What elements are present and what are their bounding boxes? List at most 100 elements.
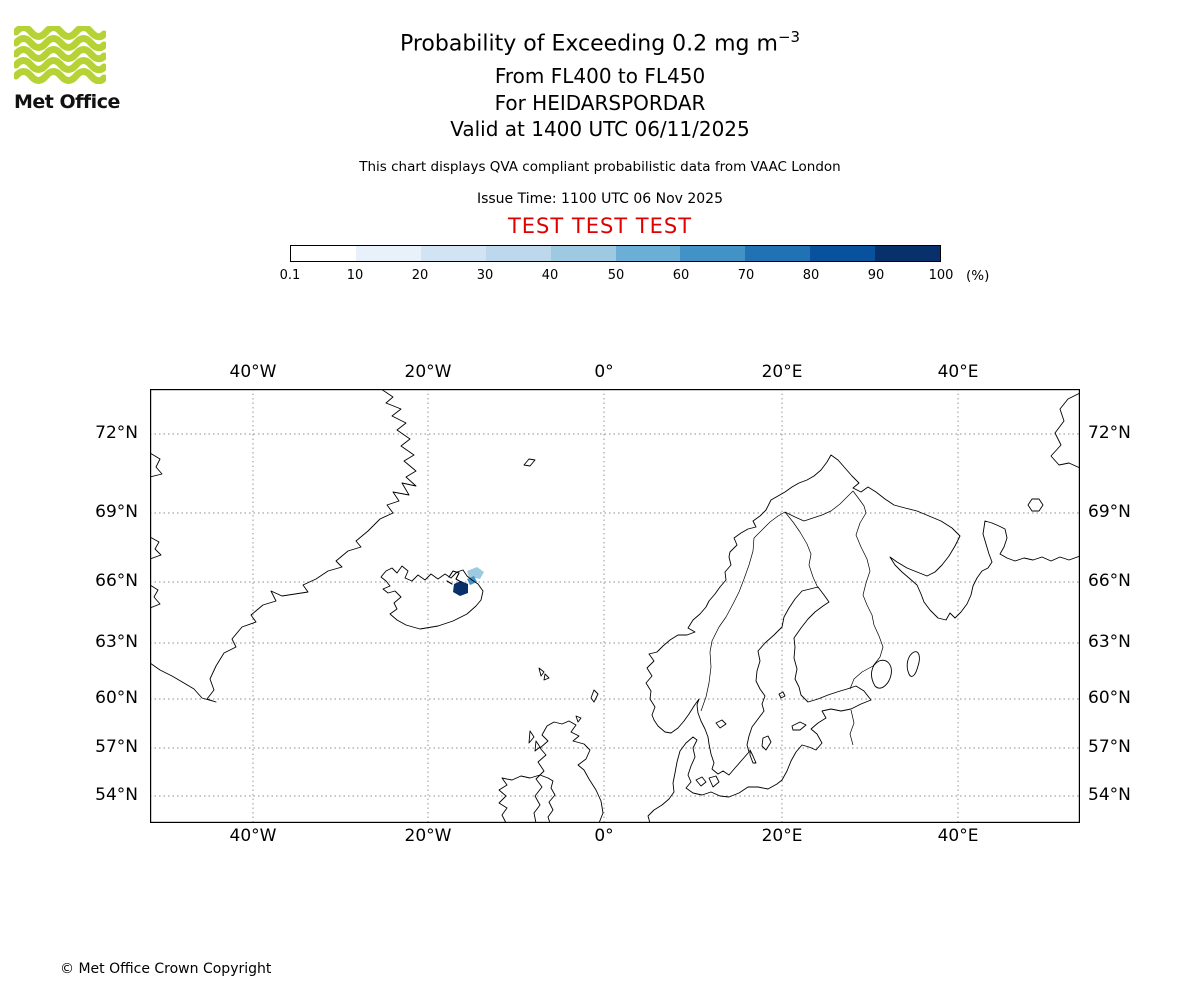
- coastline-hebrides: [534, 740, 541, 752]
- coastline-saaremaa: [791, 721, 807, 731]
- qva-note: This chart displays QVA compliant probab…: [359, 159, 841, 175]
- colorbar-tick: 40: [541, 268, 559, 283]
- x-axis-label-bottom: 40°W: [229, 826, 277, 846]
- colorbar-segment: [485, 246, 551, 261]
- y-axis-label-left: 60°N: [95, 688, 138, 708]
- border-finland-russia: [849, 512, 884, 690]
- y-axis-label-right: 60°N: [1088, 688, 1131, 708]
- logo-wordmark: Met Office: [14, 91, 120, 113]
- border-norway-finland: [784, 490, 854, 522]
- copyright-notice: © Met Office Crown Copyright: [60, 961, 272, 977]
- colorbar-tick: 50: [607, 268, 625, 283]
- lake-onega: [906, 651, 920, 677]
- colorbar-tick: 20: [411, 268, 429, 283]
- x-axis-label-top: 20°E: [761, 362, 803, 382]
- y-axis-label-left: 66°N: [95, 571, 138, 591]
- ash-contour-marks: [448, 570, 462, 583]
- test-banner: TEST TEST TEST: [507, 214, 693, 238]
- y-axis-label-left: 69°N: [95, 502, 138, 522]
- coastline-greenland: [150, 389, 417, 703]
- colorbar-scale: [290, 245, 941, 262]
- border-norway-russia: [852, 490, 867, 514]
- x-axis-label-bottom: 0°: [594, 826, 614, 846]
- y-axis-label-left: 72°N: [95, 423, 138, 443]
- colorbar-segment: [291, 246, 356, 261]
- coastline-shetland: [590, 689, 599, 703]
- y-axis-label-right: 72°N: [1088, 423, 1131, 443]
- coastline-iceland: [380, 565, 484, 630]
- coastline-funen: [695, 776, 707, 787]
- y-axis-label-right: 54°N: [1088, 785, 1131, 805]
- coastline-hebrides: [528, 730, 535, 744]
- issue-time: Issue Time: 1100 UTC 06 Nov 2025: [476, 191, 724, 207]
- colorbar-segment: [680, 246, 746, 261]
- subtitle-valid-time: Valid at 1400 UTC 06/11/2025: [450, 117, 750, 141]
- ash-patch-low-probability: [467, 567, 484, 579]
- y-axis-label-right: 63°N: [1088, 632, 1131, 652]
- colorbar-tick: 0.1: [279, 268, 301, 283]
- colorbar-tick: 80: [802, 268, 820, 283]
- subtitle-flight-levels: From FL400 to FL450: [494, 64, 706, 88]
- coastline-zealand: [708, 775, 720, 788]
- y-axis-label-right: 57°N: [1088, 737, 1131, 757]
- graticule-gridlines: [150, 389, 1080, 823]
- coastline-scandinavia: [645, 454, 1080, 823]
- page-title: Probability of Exceeding 0.2 mg m−3: [0, 28, 1200, 56]
- coastline-kolguyev: [1027, 498, 1044, 512]
- colorbar-segment: [810, 246, 876, 261]
- x-axis-label-top: 0°: [594, 362, 614, 382]
- colorbar-tick: 90: [867, 268, 885, 283]
- coastline-orkney: [575, 715, 582, 723]
- coastline-greenland-west-fragment: [150, 536, 162, 560]
- map-frame: [150, 389, 1080, 823]
- colorbar-tick: 70: [737, 268, 755, 283]
- colorbar-segment: [615, 246, 681, 261]
- y-axis-label-right: 69°N: [1088, 502, 1131, 522]
- colorbar-segment: [420, 246, 486, 261]
- map-canvas: [150, 389, 1080, 823]
- coastline-greenland-west-fragment: [150, 584, 161, 609]
- colorbar-tick: 60: [672, 268, 690, 283]
- colorbar-tick: 10: [346, 268, 364, 283]
- colorbar-segment: [355, 246, 421, 261]
- title-exponent: −3: [777, 28, 800, 46]
- border-estonia-russia: [849, 709, 855, 746]
- colorbar-segment: [550, 246, 616, 261]
- coastline-greenland-west-fragment: [150, 452, 163, 478]
- met-office-logo: Met Office: [12, 24, 124, 113]
- colorbar-segment: [875, 246, 941, 261]
- x-axis-label-top: 40°W: [229, 362, 277, 382]
- x-axis-label-bottom: 20°W: [404, 826, 452, 846]
- lake-vanern: [715, 719, 727, 729]
- x-axis-label-top: 20°W: [404, 362, 452, 382]
- x-axis-label-bottom: 40°E: [937, 826, 979, 846]
- coastlines: [150, 389, 1080, 823]
- coastline-oland: [749, 749, 757, 764]
- coastline-jan-mayen: [523, 458, 536, 467]
- ash-patch-high-probability: [453, 581, 468, 596]
- logo-waves-icon: [12, 24, 108, 85]
- coastline-gotland: [761, 735, 772, 751]
- coastline-ireland: [498, 774, 556, 823]
- colorbar-tick: 30: [476, 268, 494, 283]
- y-axis-label-right: 66°N: [1088, 571, 1131, 591]
- x-axis-label-top: 40°E: [937, 362, 979, 382]
- y-axis-label-left: 63°N: [95, 632, 138, 652]
- border-sweden-finland: [784, 511, 819, 589]
- ash-contour-marks: [446, 580, 453, 585]
- y-axis-label-left: 57°N: [95, 737, 138, 757]
- coastline-faroes: [543, 673, 550, 681]
- country-borders: [700, 490, 884, 746]
- colorbar-tick: 100: [928, 268, 954, 283]
- colorbar-segment: [745, 246, 811, 261]
- y-axis-label-left: 54°N: [95, 785, 138, 805]
- coastline-novaya-zemlya: [1050, 392, 1080, 469]
- coastline-aland: [778, 691, 786, 699]
- subtitle-volcano: For HEIDARSPORDAR: [494, 91, 706, 115]
- coastline-great-britain: [533, 720, 604, 823]
- border-norway-sweden: [700, 511, 786, 712]
- lake-ladoga: [871, 659, 892, 689]
- x-axis-label-bottom: 20°E: [761, 826, 803, 846]
- title-text: Probability of Exceeding 0.2 mg m: [399, 31, 778, 57]
